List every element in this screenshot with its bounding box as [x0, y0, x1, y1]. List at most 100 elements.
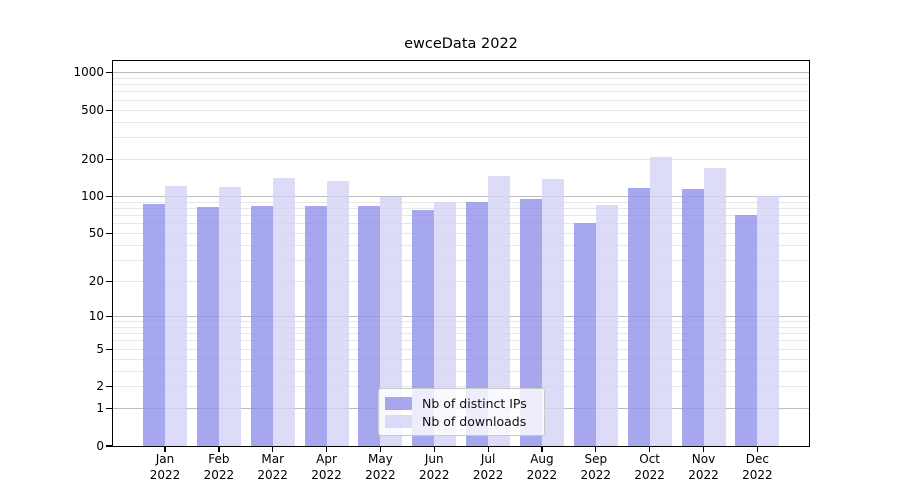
- x-tick-year: 2022: [203, 467, 235, 482]
- x-tick-label-nov: Nov 2022: [672, 452, 736, 483]
- x-tick-year: 2022: [257, 467, 288, 482]
- x-tick-year: 2022: [634, 467, 665, 482]
- bar-downloads-oct: [649, 156, 672, 446]
- plot-area: Nb of distinct IPs Nb of downloads: [112, 60, 810, 447]
- y-tick-mark-20: [106, 280, 112, 283]
- minor-gridline-4: [113, 358, 809, 360]
- x-tick-year: 2022: [472, 467, 504, 482]
- major-gridline-100: [113, 196, 809, 198]
- x-tick-month: Mar: [261, 452, 284, 466]
- bar-downloads-feb: [218, 186, 241, 446]
- x-tick-mark-jun: [433, 446, 435, 452]
- x-tick-year: 2022: [418, 467, 450, 482]
- bar-downloads-aug: [541, 179, 564, 446]
- x-tick-mark-nov: [702, 446, 705, 452]
- x-tick-year: 2022: [580, 467, 612, 482]
- y-tick-label-10: 10: [88, 308, 104, 323]
- y-tick-label-500: 500: [81, 102, 104, 117]
- y-tick-label-50: 50: [88, 226, 104, 241]
- x-tick-label-feb: Feb 2022: [187, 452, 251, 483]
- minor-gridline-2: [113, 386, 809, 388]
- y-tick-label-5: 5: [96, 341, 104, 356]
- x-tick-label-jun: Jun 2022: [402, 452, 466, 483]
- x-tick-label-mar: Mar 2022: [241, 452, 305, 483]
- bar-downloads-dec: [757, 196, 780, 446]
- x-tick-mark-may: [379, 446, 382, 452]
- bar-downloads-nov: [703, 167, 726, 446]
- bar-downloads-apr: [326, 180, 349, 446]
- x-tick-label-apr: Apr 2022: [295, 452, 359, 483]
- bar-distinct-ips-jan: [143, 204, 165, 446]
- x-tick-month: Nov: [691, 452, 716, 466]
- x-tick-month: Dec: [745, 452, 769, 466]
- minor-gridline-30: [113, 259, 809, 261]
- x-tick-label-sep: Sep 2022: [564, 452, 628, 483]
- y-tick-mark-100: [106, 196, 112, 198]
- x-tick-month: May: [367, 452, 393, 466]
- bar-downloads-mar: [272, 177, 295, 446]
- minor-gridline-400: [113, 121, 809, 123]
- x-tick-mark-jan: [164, 446, 166, 452]
- legend-label-downloads: Nb of downloads: [422, 413, 527, 429]
- x-tick-label-jan: Jan 2022: [133, 452, 197, 483]
- bar-distinct-ips-aug: [519, 199, 542, 446]
- x-tick-month: Sep: [584, 452, 608, 466]
- x-tick-month: Feb: [208, 452, 230, 466]
- y-tick-mark-2: [106, 386, 112, 388]
- bar-distinct-ips-mar: [250, 206, 273, 446]
- y-tick-label-20: 20: [88, 274, 104, 289]
- x-tick-label-oct: Oct 2022: [618, 452, 682, 483]
- x-tick-year: 2022: [149, 467, 181, 482]
- x-tick-month: Aug: [530, 452, 554, 466]
- y-tick-mark-500: [106, 109, 112, 111]
- x-tick-label-dec: Dec 2022: [725, 452, 789, 483]
- bar-distinct-ips-dec: [735, 214, 758, 446]
- minor-gridline-600: [113, 99, 809, 101]
- minor-gridline-90: [113, 201, 809, 203]
- legend-swatch-downloads: [385, 414, 412, 428]
- minor-gridline-3: [113, 370, 809, 372]
- y-tick-label-100: 100: [81, 189, 104, 204]
- x-tick-mark-feb: [218, 446, 220, 452]
- minor-gridline-200: [113, 158, 809, 160]
- x-tick-mark-jul: [487, 446, 489, 452]
- minor-gridline-800: [113, 84, 809, 86]
- x-tick-year: 2022: [742, 467, 773, 482]
- minor-gridline-900: [113, 77, 809, 79]
- legend-swatch-distinct-ips: [385, 396, 412, 410]
- y-tick-label-1000: 1000: [73, 65, 104, 80]
- legend-label-distinct-ips: Nb of distinct IPs: [422, 395, 527, 411]
- minor-gridline-50: [113, 233, 809, 235]
- y-tick-label-200: 200: [81, 151, 104, 166]
- minor-gridline-6: [113, 340, 809, 342]
- x-tick-year: 2022: [526, 467, 558, 482]
- bar-downloads-sep: [595, 204, 618, 446]
- chart-title: ewceData 2022: [404, 36, 518, 52]
- bar-downloads-jul: [488, 175, 511, 446]
- x-tick-mark-aug: [541, 446, 543, 452]
- bar-distinct-ips-jun: [412, 209, 435, 446]
- minor-gridline-300: [113, 137, 809, 139]
- bar-downloads-jun: [434, 202, 457, 446]
- y-tick-mark-5: [106, 348, 112, 350]
- x-tick-mark-dec: [756, 446, 759, 452]
- x-tick-year: 2022: [688, 467, 719, 482]
- bar-distinct-ips-may: [358, 206, 381, 446]
- y-tick-label-2: 2: [96, 379, 104, 394]
- major-gridline-10: [113, 315, 809, 317]
- bar-distinct-ips-feb: [196, 207, 219, 446]
- x-tick-month: Oct: [639, 452, 661, 466]
- minor-gridline-7: [113, 333, 809, 335]
- minor-gridline-20: [113, 281, 809, 283]
- minor-gridline-8: [113, 326, 809, 328]
- bar-downloads-jan: [165, 186, 187, 446]
- bar-downloads-may: [380, 196, 403, 446]
- x-tick-mark-sep: [595, 446, 597, 452]
- major-gridline-1000: [113, 72, 809, 74]
- x-tick-month: Apr: [316, 452, 337, 466]
- y-tick-label-0: 0: [96, 438, 104, 453]
- x-tick-month: Jan: [155, 452, 175, 466]
- x-tick-month: Jul: [480, 452, 496, 466]
- x-tick-label-may: May 2022: [348, 452, 412, 483]
- x-tick-year: 2022: [311, 467, 342, 482]
